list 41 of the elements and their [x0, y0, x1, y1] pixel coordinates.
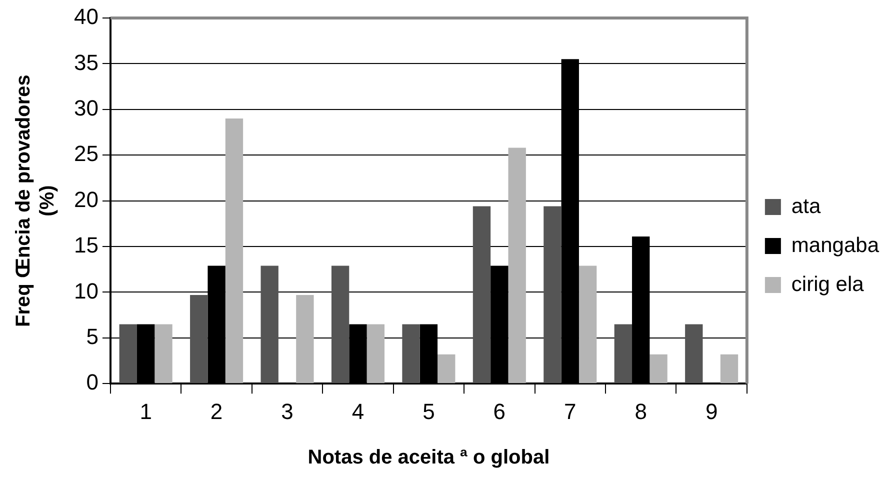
x-tick-label: 5 [422, 398, 435, 424]
bar [260, 266, 278, 384]
bar [190, 294, 208, 384]
y-tick-label: 5 [86, 324, 98, 349]
y-axis-title: Freq Œncia de provadores (%) [12, 74, 59, 327]
legend-label: cirig ela [791, 272, 864, 296]
bar [578, 266, 597, 384]
bar [650, 354, 668, 384]
bar [296, 294, 314, 384]
legend-label: ata [791, 194, 821, 218]
x-tick-label: 6 [493, 398, 506, 424]
bar [508, 148, 526, 384]
bar [154, 324, 172, 384]
y-tick-label: 20 [74, 186, 98, 212]
x-tick-label: 7 [564, 398, 576, 424]
y-tick-label: 30 [74, 95, 98, 120]
bar [544, 206, 562, 384]
x-tick-label: 2 [210, 398, 223, 424]
y-tick-label: 35 [74, 50, 98, 75]
bar [720, 354, 738, 384]
y-tick-label: 15 [74, 232, 98, 258]
bar [438, 354, 456, 384]
y-tick-label: 25 [74, 141, 98, 166]
bar [331, 266, 350, 384]
bar [366, 324, 385, 384]
y-tick-label: 0 [86, 370, 98, 395]
bar [119, 324, 137, 384]
bar [472, 206, 491, 384]
x-tick-label: 4 [352, 398, 364, 424]
x-tick-label: 3 [281, 398, 294, 424]
x-tick-label: 1 [140, 398, 152, 424]
y-tick-label: 10 [74, 278, 98, 304]
bar [225, 118, 244, 384]
bar [402, 324, 420, 384]
bar [614, 324, 632, 384]
y-tick-label: 40 [74, 4, 98, 30]
x-tick-label: 8 [634, 398, 647, 424]
x-tick-label: 9 [705, 398, 718, 424]
legend-label: mangaba [791, 234, 880, 257]
x-axis-title: Notas de aceita ª o global [308, 446, 550, 469]
bar [685, 324, 703, 384]
